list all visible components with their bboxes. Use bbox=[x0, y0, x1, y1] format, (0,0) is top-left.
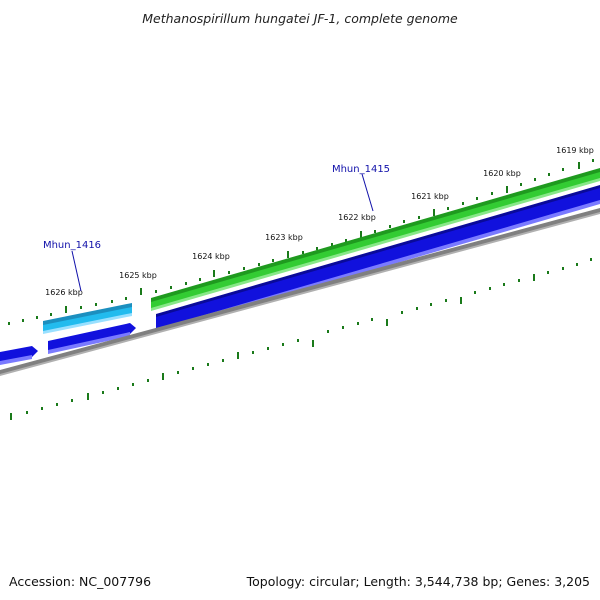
inner-tick-ring bbox=[10, 258, 592, 420]
gene-mhun-1416[interactable] bbox=[43, 303, 132, 334]
gene-label-mhun-1416-group: Mhun_1416 bbox=[43, 240, 101, 292]
genome-backbone bbox=[0, 208, 600, 376]
tick-label: 1619 kbp bbox=[556, 146, 594, 155]
label-connector bbox=[361, 173, 374, 212]
gene-label-mhun-1415[interactable]: Mhun_1415 bbox=[332, 164, 390, 175]
tick-label: 1620 kbp bbox=[483, 169, 521, 178]
tick-label: 1623 kbp bbox=[265, 233, 303, 242]
tick-labels: 1619 kbp 1620 kbp 1621 kbp 1622 kbp 1623… bbox=[45, 146, 594, 297]
gene-label-mhun-1415-group: Mhun_1415 bbox=[332, 164, 390, 212]
accession-label: Accession: NC_007796 bbox=[9, 574, 151, 589]
gene-mhun-1415[interactable] bbox=[151, 168, 600, 311]
map-title: Methanospirillum hungatei JF-1, complete… bbox=[142, 11, 458, 26]
tick-label: 1622 kbp bbox=[338, 213, 376, 222]
gene-label-mhun-1416[interactable]: Mhun_1416 bbox=[43, 240, 101, 251]
tick-label: 1624 kbp bbox=[192, 252, 230, 261]
cds-track bbox=[0, 185, 600, 365]
label-connector bbox=[71, 250, 82, 292]
tick-label: 1625 kbp bbox=[119, 271, 157, 280]
genome-summary: Topology: circular; Length: 3,544,738 bp… bbox=[246, 574, 590, 589]
tick-label: 1626 kbp bbox=[45, 288, 83, 297]
outer-tick-ring bbox=[8, 159, 594, 325]
tick-label: 1621 kbp bbox=[411, 192, 449, 201]
